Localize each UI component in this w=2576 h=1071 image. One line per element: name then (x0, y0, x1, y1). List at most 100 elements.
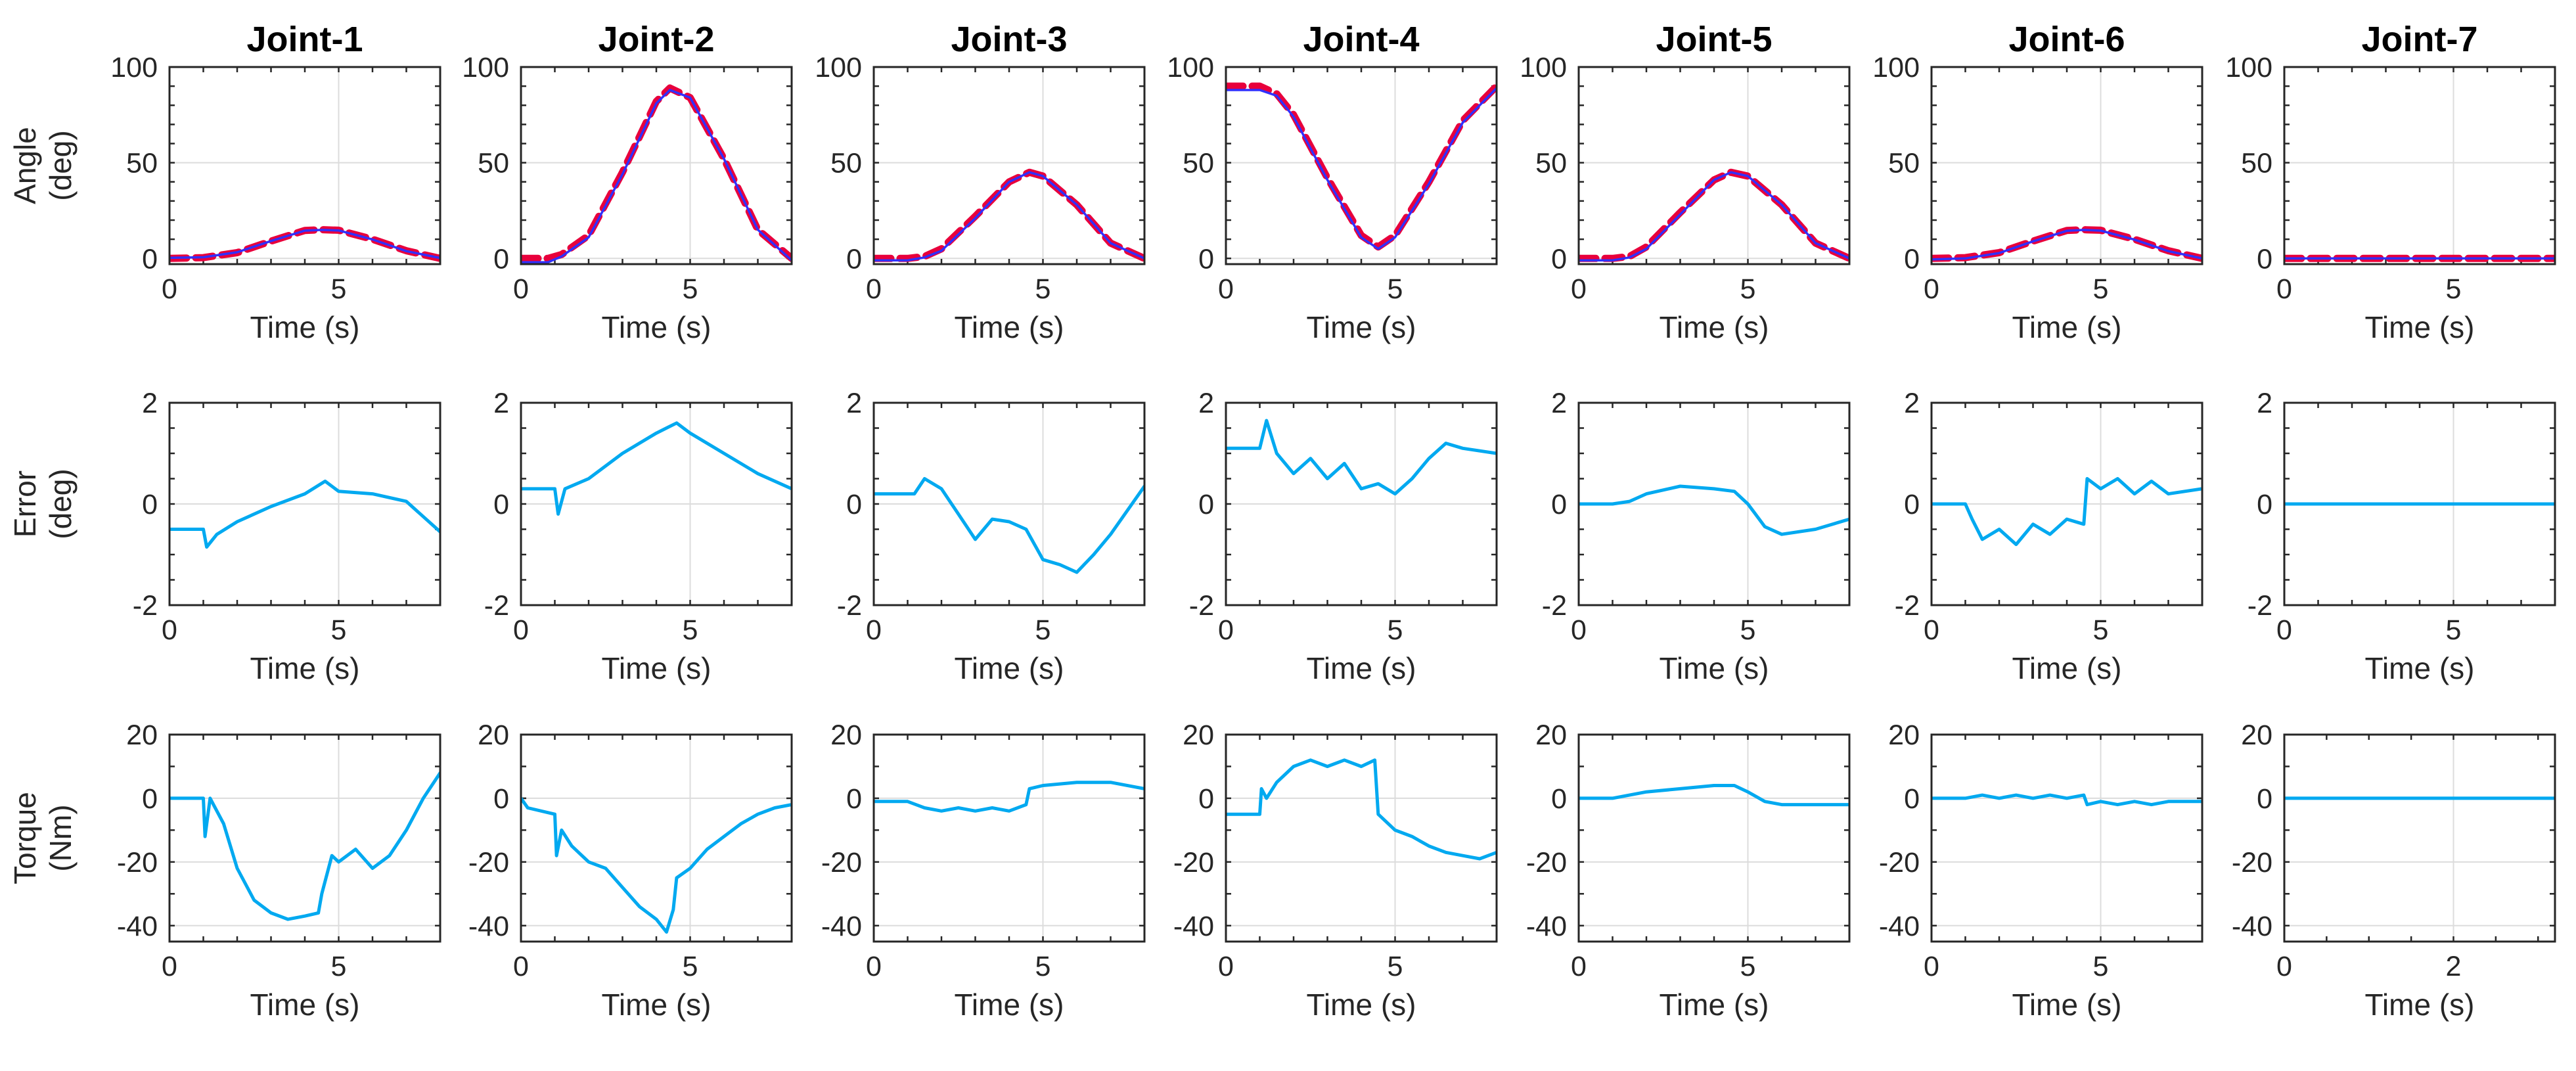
panel-angle-joint-5-ytick-label: 50 (1535, 148, 1567, 179)
panel-error-joint-6-ytick-label: 0 (1904, 489, 1920, 520)
panel-torque-joint-5-frame (1577, 733, 1851, 943)
panel-angle-joint-1-ytick-label: 50 (126, 148, 158, 179)
panel-angle-joint-7-xtick-label: 0 (2276, 273, 2292, 305)
panel-torque-joint-2-ytick-label: -40 (468, 911, 509, 942)
panel-angle-joint-3-xtick-label: 0 (866, 273, 882, 305)
panel-torque-joint-7-ytick-label: -40 (2232, 911, 2272, 942)
panel-error-joint-2-actual-line (521, 421, 792, 516)
panel-error-joint-2-frame (520, 401, 793, 606)
panel-torque-joint-4-xlabel: Time (s) (1307, 988, 1416, 1022)
panel-torque-joint-1-ytick-label: 20 (126, 719, 158, 751)
panel-angle-joint-4-ytick-label: 50 (1183, 148, 1214, 179)
panel-angle-joint-6-xlabel: Time (s) (2012, 310, 2122, 344)
panel-error-joint-4-ytick-label: 2 (1198, 388, 1214, 419)
panel-torque-joint-5-xtick-label: 5 (1740, 951, 1756, 982)
panel-torque-joint-6-frame (1930, 733, 2203, 943)
panel-angle-joint-6-xtick-label: 0 (1924, 273, 1939, 305)
panel-torque-joint-7-ytick-label: 20 (2241, 719, 2272, 751)
panel-error-joint-3-ytick-label: -2 (837, 590, 862, 622)
panel-angle-joint-1-xtick-label: 0 (162, 273, 177, 305)
panel-error-joint-5-actual-line (1579, 484, 1849, 536)
panel-torque-joint-3-ytick-label: 0 (846, 783, 862, 815)
panel-angle-joint-3-xlabel: Time (s) (955, 310, 1064, 344)
row-ylabel-error-line-2: (deg) (43, 468, 78, 539)
panel-angle-joint-6-frame (1930, 66, 2203, 265)
panel-angle-joint-1-background (169, 67, 440, 264)
panel-angle-joint-4-ytick-label: 100 (1167, 52, 1214, 83)
panel-torque-joint-1-actual-line (169, 771, 440, 921)
panel-angle-joint-6-ytick-label: 100 (1872, 52, 1920, 83)
panel-torque-joint-2-ytick-label: 20 (478, 719, 509, 751)
panel-error-joint-5-xlabel: Time (s) (1660, 651, 1769, 685)
panel-torque-joint-2-ytick-label: 0 (493, 783, 509, 815)
panel-angle-joint-1-xlabel: Time (s) (250, 310, 360, 344)
panel-angle-joint-5-ytick-label: 0 (1551, 243, 1567, 275)
panel-error-joint-2-ytick-label: -2 (484, 590, 509, 622)
panel-angle-joint-3-actual-line (874, 171, 1144, 262)
column-title-joint-2: Joint-2 (598, 20, 714, 59)
panel-angle-joint-2-ytick-label: 50 (478, 148, 509, 179)
panel-torque-joint-6-ytick-label: 0 (1904, 783, 1920, 815)
panel-torque-joint-1-xtick-label: 0 (162, 951, 177, 982)
panel-torque-joint-3-ytick-label: -20 (821, 847, 862, 878)
panel-error-joint-1-ytick-label: -2 (133, 590, 158, 622)
panel-torque-joint-2-actual-line (521, 796, 792, 934)
panel-error-joint-5-ytick-label: 2 (1551, 388, 1567, 419)
panel-torque-joint-3-actual-line (874, 781, 1144, 813)
panel-torque-joint-5-ytick-label: 20 (1535, 719, 1567, 751)
panel-angle-joint-1-ytick-label: 100 (110, 52, 158, 83)
panel-angle-joint-4-frame (1225, 66, 1498, 265)
panel-angle-joint-2-frame (520, 66, 793, 265)
panel-torque-joint-1-background (169, 735, 440, 942)
panel-torque-joint-1-ytick-label: 0 (142, 783, 158, 815)
row-ylabel-error: Error (deg) (8, 468, 78, 539)
panel-error-joint-7-ytick-label: 0 (2257, 489, 2272, 520)
panel-angle-joint-3-frame (872, 66, 1146, 265)
panel-angle-joint-7-ytick-label: 100 (2225, 52, 2272, 83)
panel-angle-joint-4-xtick-label: 0 (1218, 273, 1234, 305)
panel-angle-joint-7-ytick-label: 0 (2257, 243, 2272, 275)
panel-torque-joint-4-ytick-label: 0 (1198, 783, 1214, 815)
panel-error-joint-7-ytick-label: 2 (2257, 388, 2272, 419)
panel-error-joint-1-xtick-label: 0 (162, 614, 177, 646)
panel-angle-joint-2-xtick-label: 5 (683, 273, 698, 305)
column-title-joint-4: Joint-4 (1303, 20, 1419, 59)
panel-torque-joint-7: 0 2 -40 -20 0 20 Time (s) (2232, 719, 2556, 1022)
panel-angle-joint-6-background (1932, 67, 2202, 264)
panel-error-joint-5-ytick-label: -2 (1542, 590, 1567, 622)
panel-torque-joint-4: 0 5 -40 -20 0 20 Time (s) (1173, 719, 1498, 1022)
panel-torque-joint-5-actual-line (1579, 784, 1849, 807)
column-title-joint-5: Joint-5 (1656, 20, 1772, 59)
panel-torque-joint-7-xlabel: Time (s) (2365, 988, 2475, 1022)
panel-error-joint-7-xtick-label: 5 (2446, 614, 2462, 646)
panel-torque-joint-3-xlabel: Time (s) (955, 988, 1064, 1022)
panel-torque-joint-4-xtick-label: 0 (1218, 951, 1234, 982)
panel-error-joint-1-ytick-label: 0 (142, 489, 158, 520)
panel-angle-joint-6-actual-line (1932, 229, 2202, 261)
panel-angle-joint-4-ytick-label: 0 (1198, 243, 1214, 275)
panel-error-joint-4-actual-line (1226, 419, 1497, 496)
panel-error-joint-3-xtick-label: 5 (1035, 614, 1051, 646)
panel-torque-joint-4-xtick-label: 5 (1388, 951, 1403, 982)
panel-angle-joint-2-xtick-label: 0 (513, 273, 529, 305)
panel-angle-joint-5-xtick-label: 5 (1740, 273, 1756, 305)
row-ylabel-torque-line-2: (Nm) (43, 804, 78, 871)
panel-torque-joint-2-ytick-label: -20 (468, 847, 509, 878)
panel-error-joint-3-frame (872, 401, 1146, 606)
panel-angle-joint-7-xlabel: Time (s) (2365, 310, 2475, 344)
panel-error-joint-5-ytick-label: 0 (1551, 489, 1567, 520)
panel-angle-joint-3-xtick-label: 5 (1035, 273, 1051, 305)
panel-torque-joint-5-ytick-label: -20 (1526, 847, 1567, 878)
panel-error-joint-1-actual-line (169, 479, 440, 549)
row-ylabel-error-line-1: Error (8, 470, 42, 537)
panel-angle-joint-1-ytick-label: 0 (142, 243, 158, 275)
